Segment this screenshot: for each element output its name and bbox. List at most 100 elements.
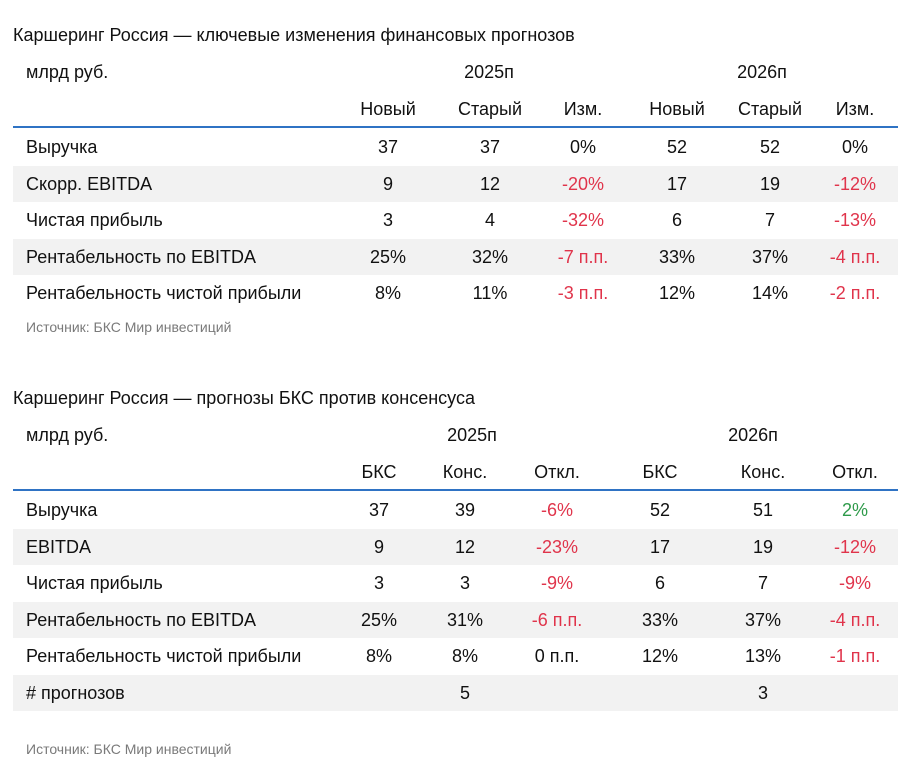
table1-header: Старый [737,99,803,119]
table1-header: Старый [457,99,523,119]
table-cell: 5 [459,683,470,703]
table-cell: 6 [671,210,682,231]
table2-header: БКС [642,462,678,482]
table-cell: 39 [454,500,476,520]
table-cell: -20% [561,173,605,194]
table-cell: 12% [641,646,679,667]
row-label: EBITDA [26,536,92,557]
row-label: Скорр. EBITDA [26,173,153,194]
table-cell: 12% [658,283,696,304]
table1-header-rule [13,126,898,128]
table-row: Чистая прибыль 3 4 -32% 6 7 -13% [13,202,898,238]
table-cell: 17 [649,536,671,557]
table-cell: 3 [373,573,384,594]
table-cell: 25% [360,609,398,630]
table-cell: -23% [535,536,579,557]
table1-header: Новый [360,99,416,119]
row-label: Чистая прибыль [26,210,163,231]
table-cell: 25% [369,246,407,267]
table-cell: 0% [841,137,868,157]
table-cell: 8% [451,646,478,667]
row-label: Выручка [26,137,98,157]
table-cell: 0 п.п. [534,646,580,667]
table-cell: -9% [838,573,871,594]
table-cell: -6% [540,500,573,520]
table-cell: -6 п.п. [531,609,583,630]
table2-header: Конс. [740,462,786,482]
table-cell: 3 [459,573,470,594]
table-cell: 11% [472,283,508,304]
table-cell: 52 [759,137,781,157]
table-cell: -2 п.п. [829,283,881,304]
table2-header: Откл. [832,462,878,482]
table-cell: 19 [752,536,774,557]
table2-source: Источник: БКС Мир инвестиций [26,741,232,757]
table-cell: 4 [484,210,495,231]
table-cell: -4 п.п. [829,246,881,267]
table-row: Скорр. EBITDA 9 12 -20% 17 19 -12% [13,165,898,202]
table-row: Рентабельность чистой прибыли 8% 8% 0 п.п. 1… [13,638,898,674]
table1-header: Изм. [835,99,875,119]
row-label: Рентабельность по EBITDA [26,609,256,630]
table-cell: 6 [654,573,665,594]
table-cell: -13% [833,210,877,231]
table2-title: Каршеринг Россия — прогнозы БКС против к… [13,388,475,408]
table2-header: Откл. [534,462,580,482]
table-row: Выручка 37 37 0% 52 52 0% [13,129,898,165]
table1-header: Изм. [563,99,603,119]
table1-year-2026: 2026п [737,62,787,82]
table-cell: 52 [666,137,688,157]
table-cell: 51 [752,500,774,520]
table-cell: 37 [368,500,390,520]
table2-header-rule [13,489,898,491]
table-row: Выручка 37 39 -6% 52 51 2% [13,492,898,528]
row-label: Рентабельность чистой прибыли [26,283,302,304]
table-cell: 8% [365,646,392,667]
table-cell: 33% [641,609,679,630]
table2-unit: млрд руб. [26,425,109,445]
table-cell: -9% [540,573,573,594]
table-cell: -4 п.п. [829,609,881,630]
table1-header: Новый [649,99,705,119]
table-row: # прогнозов 5 3 [13,675,898,711]
table-cell: 19 [759,173,781,194]
table-cell: 14% [751,283,789,304]
table-cell: -12% [833,173,877,194]
table-cell: 13% [744,646,782,667]
table-cell: 37 [479,137,501,157]
table-cell: 8% [374,283,401,304]
table-cell: 31% [446,609,484,630]
table2-year-2025: 2025п [447,425,497,445]
table-row: Рентабельность чистой прибыли 8% 11% -3 п.п… [13,275,898,311]
table-cell: -12% [833,536,877,557]
row-label: Выручка [26,500,98,520]
row-label: Рентабельность чистой прибыли [26,646,302,667]
table-cell: 7 [764,210,775,231]
table-cell: -3 п.п. [557,283,609,304]
table2-year-2026: 2026п [728,425,778,445]
table-cell: -32% [561,210,605,231]
table-cell: 32% [471,246,509,267]
table-cell: 33% [658,246,696,267]
table-row: Рентабельность по EBITDA 25% 31% -6 п.п. 33%… [13,601,898,638]
table1-year-2025: 2025п [464,62,514,82]
table-cell: 9 [373,536,384,557]
table-cell: -1 п.п. [829,646,881,667]
table-cell: 2% [841,500,868,520]
table-cell: 0% [569,137,596,157]
table2-header: Конс. [442,462,488,482]
table-row: Чистая прибыль 3 3 -9% 6 7 -9% [13,565,898,601]
table-cell: 3 [757,683,768,703]
table-row: Рентабельность по EBITDA 25% 32% -7 п.п. 33%… [13,238,898,275]
table-cell: 17 [666,173,688,194]
row-label: Чистая прибыль [26,573,163,594]
row-label: # прогнозов [26,683,125,703]
table1-unit: млрд руб. [26,62,109,82]
table-cell: 3 [382,210,393,231]
table-cell: 37 [377,137,399,157]
table1-source: Источник: БКС Мир инвестиций [26,319,232,335]
row-label: Рентабельность по EBITDA [26,246,256,267]
table-cell: 7 [757,573,768,594]
table-cell: 52 [649,500,671,520]
table-cell: 37% [744,609,782,630]
